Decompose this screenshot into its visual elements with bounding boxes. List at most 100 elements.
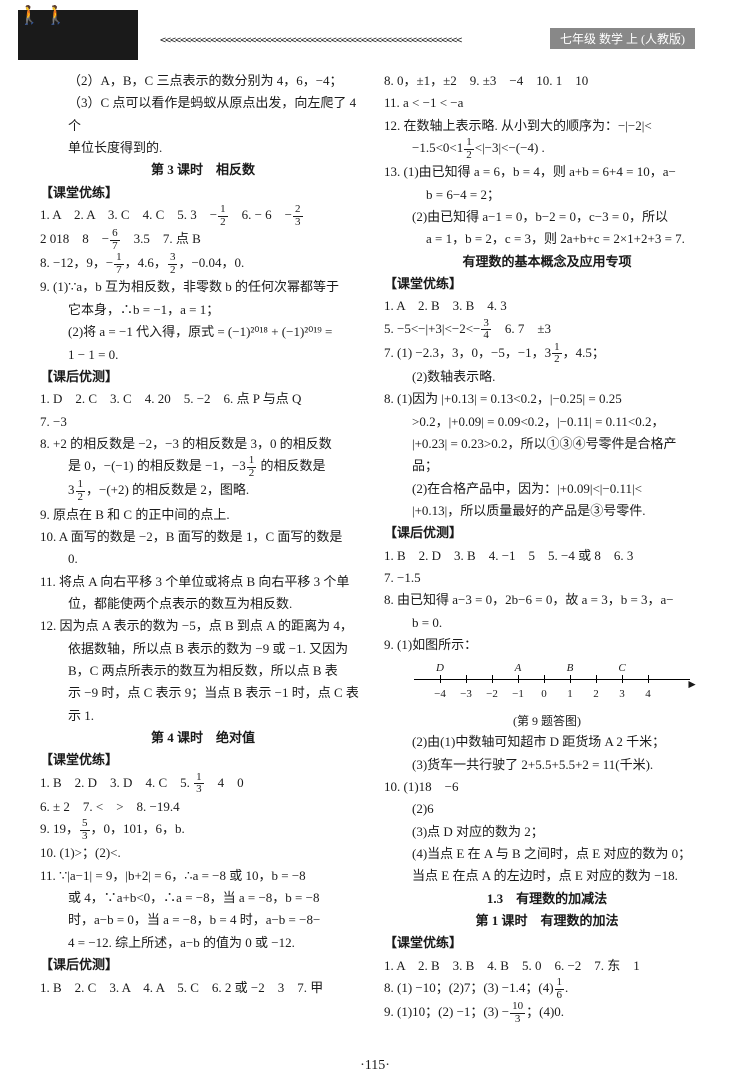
text: 1. B 2. C 3. A 4. A 5. C 6. 2 或 −2 3 7. …	[40, 977, 366, 999]
numline-label: −1	[512, 685, 524, 704]
text: （2）A，B，C 三点表示的数分别为 4，6，−4；	[40, 70, 366, 92]
text: 11. 将点 A 向右平移 3 个单位或将点 B 向右平移 3 个单	[40, 571, 366, 593]
content-columns: （2）A，B，C 三点表示的数分别为 4，6，−4； （3）C 点可以看作是蚂蚁…	[0, 70, 750, 1050]
text: 6. ± 2 7. < > 8. −19.4	[40, 796, 366, 818]
text: 312，−(+2) 的相反数是 2，图略.	[40, 479, 366, 503]
subsection: 【课堂优练】	[384, 273, 710, 295]
header-figures-icon: 🚶 🚶	[18, 5, 67, 26]
numline-label: 1	[567, 685, 573, 704]
number-line-figure: ► −4 −3 −2 −1 0 1 2 3 4 D A B C	[414, 661, 710, 711]
text: 13. (1)由已知得 a = 6，b = 4，则 a+b = 6+4 = 10…	[384, 161, 710, 183]
text: (2)将 a = −1 代入得，原式 = (−1)²⁰¹⁸ + (−1)²⁰¹⁹…	[40, 321, 366, 343]
text: 9. 19，53，0，101，6，b.	[40, 818, 366, 842]
text: 1. A 2. A 3. C 4. C 5. 3 −12 6. − 6 −23	[40, 204, 366, 228]
text: 8. 0，±1，±2 9. ±3 −4 10. 1 10	[384, 70, 710, 92]
text: 单位长度得到的.	[40, 137, 366, 159]
text: 4 = −12. 综上所述，a−b 的值为 0 或 −12.	[40, 932, 366, 954]
text: 示 1.	[40, 705, 366, 727]
numline-tick	[466, 675, 467, 683]
numline-label: 4	[645, 685, 651, 704]
text: 示 −9 时，点 C 表示 9；当点 B 表示 −1 时，点 C 表	[40, 682, 366, 704]
text: 5. −5<−|+3|<−2<−34 6. 7 ±3	[384, 318, 710, 342]
text: (2)6	[384, 798, 710, 820]
text: 7. −1.5	[384, 567, 710, 589]
subsection: 【课后优测】	[40, 366, 366, 388]
text: 9. (1)10；(2) −1；(3) −103；(4)0.	[384, 1001, 710, 1025]
text: 依据数轴，所以点 B 表示的数为 −9 或 −1. 又因为	[40, 638, 366, 660]
numline-label: 3	[619, 685, 625, 704]
page-header: 🚶 🚶 <<<<<<<<<<<<<<<<<<<<<<<<<<<<<<<<<<<<…	[0, 0, 750, 70]
text: 1. B 2. D 3. D 4. C 5. 13 4 0	[40, 772, 366, 796]
text: 位，都能使两个点表示的数互为相反数.	[40, 593, 366, 615]
header-tag: 七年级 数学 上 (人教版)	[550, 28, 695, 49]
text: 1 − 1 = 0.	[40, 344, 366, 366]
text: 1. B 2. D 3. B 4. −1 5 5. −4 或 8 6. 3	[384, 545, 710, 567]
text: b = 0.	[384, 612, 710, 634]
numline-label: −2	[486, 685, 498, 704]
text: 8. 由已知得 a−3 = 0，2b−6 = 0，故 a = 3，b = 3，a…	[384, 589, 710, 611]
text: 9. 原点在 B 和 C 的正中间的点上.	[40, 504, 366, 526]
left-column: （2）A，B，C 三点表示的数分别为 4，6，−4； （3）C 点可以看作是蚂蚁…	[40, 70, 366, 1050]
text: (3)点 D 对应的数为 2；	[384, 821, 710, 843]
text: （3）C 点可以看作是蚂蚁从原点出发，向左爬了 4 个	[40, 92, 366, 137]
text: (2)由(1)中数轴可知超市 D 距货场 A 2 千米；	[384, 731, 710, 753]
text: 当点 E 在点 A 的左边时，点 E 对应的数为 −18.	[384, 865, 710, 887]
numline-point-label: B	[567, 659, 574, 678]
text: (2)由已知得 a−1 = 0，b−2 = 0，c−3 = 0，所以	[384, 206, 710, 228]
text: 2 018 8 −67 3.5 7. 点 B	[40, 228, 366, 252]
text: (2)在合格产品中，因为：|+0.09|<|−0.11|<	[384, 478, 710, 500]
numline-point-label: C	[618, 659, 625, 678]
section-title: 第 4 课时 绝对值	[40, 727, 366, 749]
text: 是 0，−(−1) 的相反数是 −1，−312 的相反数是	[40, 455, 366, 479]
text: (3)货车一共行驶了 2+5.5+5.5+2 = 11(千米).	[384, 754, 710, 776]
numline-tick	[544, 675, 545, 683]
text: 1. D 2. C 3. C 4. 20 5. −2 6. 点 P 与点 Q	[40, 388, 366, 410]
text: 或 4，∵a+b<0，∴a = −8，当 a = −8，b = −8	[40, 887, 366, 909]
subsection: 【课堂优练】	[40, 749, 366, 771]
text: a = 1，b = 2，c = 3，则 2a+b+c = 2×1+2+3 = 7…	[384, 228, 710, 250]
text: 0.	[40, 548, 366, 570]
text: 9. (1)∵a，b 互为相反数，非零数 b 的任何次幂都等于	[40, 276, 366, 298]
text: (2)数轴表示略.	[384, 366, 710, 388]
text: 品；	[384, 455, 710, 477]
numline-point-label: A	[515, 659, 522, 678]
text: |+0.23| = 0.23>0.2，所以①③④号零件是合格产	[384, 433, 710, 455]
text: 11. ∵|a−1| = 9，|b+2| = 6，∴a = −8 或 10，b …	[40, 865, 366, 887]
text: 9. (1)如图所示：	[384, 634, 710, 656]
text: (4)当点 E 在 A 与 B 之间时，点 E 对应的数为 0；	[384, 843, 710, 865]
numline-point-label: D	[436, 659, 444, 678]
text: 它本身，∴b = −1，a = 1；	[40, 299, 366, 321]
text: 12. 在数轴上表示略. 从小到大的顺序为：−|−2|<	[384, 115, 710, 137]
numline-tick	[492, 675, 493, 683]
text: 11. a < −1 < −a	[384, 92, 710, 114]
numline-label: 2	[593, 685, 599, 704]
text: 1. A 2. B 3. B 4. B 5. 0 6. −2 7. 东 1	[384, 955, 710, 977]
text: 12. 因为点 A 表示的数为 −5，点 B 到点 A 的距离为 4，	[40, 615, 366, 637]
numline-tick	[648, 675, 649, 683]
figure-caption: (第 9 题答图)	[384, 711, 710, 732]
text: 7. −3	[40, 411, 366, 433]
numline-label: −4	[434, 685, 446, 704]
text: 10. (1)>；(2)<.	[40, 842, 366, 864]
subsection: 【课堂优练】	[384, 932, 710, 954]
text: −1.5<0<112<|−3|<−(−4) .	[384, 137, 710, 161]
subsection: 【课堂优练】	[40, 182, 366, 204]
arrow-right-icon: ►	[686, 674, 698, 695]
subsection: 【课后优测】	[384, 522, 710, 544]
numline-label: −3	[460, 685, 472, 704]
text: 8. +2 的相反数是 −2，−3 的相反数是 3，0 的相反数	[40, 433, 366, 455]
text: B，C 两点所表示的数互为相反数，所以点 B 表	[40, 660, 366, 682]
text: |+0.13|，所以质量最好的产品是③号零件.	[384, 500, 710, 522]
numline-label: 0	[541, 685, 547, 704]
text: 10. A 面写的数是 −2，B 面写的数是 1，C 面写的数是	[40, 526, 366, 548]
text: >0.2，|+0.09| = 0.09<0.2，|−0.11| = 0.11<0…	[384, 411, 710, 433]
text: 8. (1) −10；(2)7；(3) −1.4；(4)16.	[384, 977, 710, 1001]
section-title: 第 1 课时 有理数的加法	[384, 910, 710, 932]
text: 1. A 2. B 3. B 4. 3	[384, 295, 710, 317]
numline-tick	[596, 675, 597, 683]
text: b = 6−4 = 2；	[384, 184, 710, 206]
text: 8. (1)因为 |+0.13| = 0.13<0.2，|−0.25| = 0.…	[384, 388, 710, 410]
page-number: ·115·	[0, 1058, 750, 1074]
text: 10. (1)18 −6	[384, 776, 710, 798]
text: 时，a−b = 0，当 a = −8，b = 4 时，a−b = −8−	[40, 909, 366, 931]
